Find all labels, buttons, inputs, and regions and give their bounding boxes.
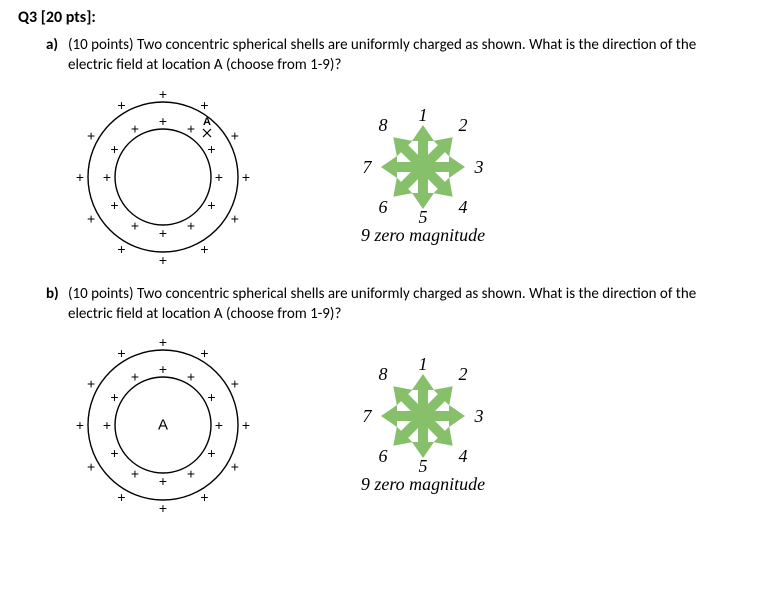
svg-text:+: + xyxy=(159,361,167,377)
svg-text:+: + xyxy=(231,459,239,475)
svg-text:+: + xyxy=(76,169,84,185)
svg-text:+: + xyxy=(200,489,208,505)
svg-text:+: + xyxy=(87,376,95,392)
svg-text:+: + xyxy=(87,127,95,143)
svg-text:+: + xyxy=(207,197,215,213)
svg-text:+: + xyxy=(103,169,111,185)
svg-text:2: 2 xyxy=(459,115,468,135)
svg-text:1: 1 xyxy=(419,107,428,125)
point-a-center: A xyxy=(158,417,168,434)
svg-text:+: + xyxy=(110,197,118,213)
svg-text:5: 5 xyxy=(419,207,428,227)
shells-diagram-b: +++ +++ +++ +++ +++ +++ +++ +++ A xyxy=(68,330,258,520)
part-b: b) (10 points) Two concentric spherical … xyxy=(46,284,742,325)
direction-key-b: 1 2 3 4 5 6 7 8 9 zero magnitude xyxy=(338,356,508,495)
part-b-row: b) (10 points) Two concentric spherical … xyxy=(46,284,742,325)
svg-text:6: 6 xyxy=(379,446,388,466)
svg-text:5: 5 xyxy=(419,456,428,476)
svg-text:+: + xyxy=(159,113,167,129)
svg-text:+: + xyxy=(187,217,195,233)
svg-text:+: + xyxy=(200,97,208,113)
svg-text:+: + xyxy=(103,417,111,433)
svg-text:+: + xyxy=(131,120,139,136)
svg-text:+: + xyxy=(131,466,139,482)
svg-text:+: + xyxy=(231,127,239,143)
svg-text:+: + xyxy=(159,334,167,350)
svg-text:+: + xyxy=(87,459,95,475)
part-a: a) (10 points) Two concentric spherical … xyxy=(46,35,742,76)
svg-text:+: + xyxy=(187,466,195,482)
direction-key-a: 1 2 3 4 5 6 7 8 9 zero magnitude xyxy=(338,107,508,246)
question-header: Q3 [20 pts]: xyxy=(18,8,742,27)
svg-text:+: + xyxy=(131,369,139,385)
svg-text:3: 3 xyxy=(474,406,484,426)
svg-text:+: + xyxy=(207,445,215,461)
shells-svg-a: +++ +++ +++ +++ +++ +++ +++ +++ A xyxy=(68,82,258,272)
part-b-text: (10 points) Two concentric spherical she… xyxy=(68,284,742,325)
svg-text:+: + xyxy=(76,417,84,433)
point-a-marker: A xyxy=(203,116,211,137)
svg-text:+: + xyxy=(242,417,250,433)
svg-text:+: + xyxy=(159,86,167,102)
svg-text:+: + xyxy=(117,240,125,256)
svg-text:8: 8 xyxy=(379,364,388,384)
svg-text:+: + xyxy=(231,376,239,392)
svg-text:+: + xyxy=(242,169,250,185)
svg-text:+: + xyxy=(207,389,215,405)
svg-text:+: + xyxy=(131,217,139,233)
svg-text:+: + xyxy=(117,97,125,113)
svg-text:+: + xyxy=(207,141,215,157)
part-a-row: a) (10 points) Two concentric spherical … xyxy=(46,35,742,76)
svg-text:+: + xyxy=(215,417,223,433)
svg-text:+: + xyxy=(159,500,167,516)
svg-text:6: 6 xyxy=(379,197,388,217)
svg-text:+: + xyxy=(187,120,195,136)
part-a-text: (10 points) Two concentric spherical she… xyxy=(68,35,742,76)
svg-text:3: 3 xyxy=(474,157,484,177)
svg-text:8: 8 xyxy=(379,115,388,135)
zero-magnitude-label-a: 9 zero magnitude xyxy=(361,225,485,246)
svg-text:+: + xyxy=(159,252,167,268)
svg-text:+: + xyxy=(200,240,208,256)
direction-key-svg-a: 1 2 3 4 5 6 7 8 xyxy=(338,107,508,227)
figure-row-a: +++ +++ +++ +++ +++ +++ +++ +++ A xyxy=(68,82,742,272)
figure-row-b: +++ +++ +++ +++ +++ +++ +++ +++ A xyxy=(68,330,742,520)
svg-text:7: 7 xyxy=(363,157,373,177)
zero-magnitude-label-b: 9 zero magnitude xyxy=(361,474,485,495)
part-b-label: b) xyxy=(46,284,68,325)
svg-text:4: 4 xyxy=(459,446,468,466)
shells-diagram-a: +++ +++ +++ +++ +++ +++ +++ +++ A xyxy=(68,82,258,272)
svg-text:+: + xyxy=(200,345,208,361)
svg-text:A: A xyxy=(203,116,211,128)
svg-text:+: + xyxy=(159,473,167,489)
svg-text:+: + xyxy=(110,445,118,461)
svg-text:+: + xyxy=(159,225,167,241)
svg-text:2: 2 xyxy=(459,364,468,384)
svg-text:+: + xyxy=(187,369,195,385)
direction-key-svg-b: 1 2 3 4 5 6 7 8 xyxy=(338,356,508,476)
shells-svg-b: +++ +++ +++ +++ +++ +++ +++ +++ A xyxy=(68,330,258,520)
svg-text:4: 4 xyxy=(459,197,468,217)
svg-text:+: + xyxy=(110,141,118,157)
svg-text:+: + xyxy=(231,210,239,226)
page: Q3 [20 pts]: a) (10 points) Two concentr… xyxy=(0,0,760,540)
inner-shell xyxy=(115,129,211,225)
svg-text:+: + xyxy=(110,389,118,405)
svg-text:+: + xyxy=(215,169,223,185)
part-a-label: a) xyxy=(46,35,68,76)
svg-text:+: + xyxy=(117,345,125,361)
svg-text:+: + xyxy=(117,489,125,505)
svg-text:1: 1 xyxy=(419,356,428,374)
inner-charges: +++ +++ +++ +++ xyxy=(103,113,223,241)
svg-text:7: 7 xyxy=(363,406,373,426)
svg-text:+: + xyxy=(87,210,95,226)
